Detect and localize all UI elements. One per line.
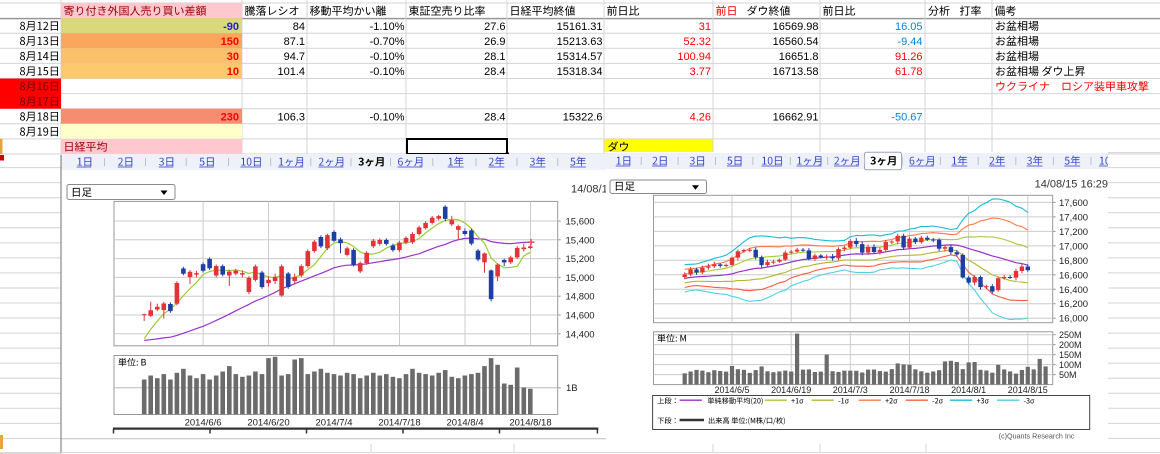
svg-text:16569.98: 16569.98 bbox=[773, 21, 819, 33]
svg-text:16,400: 16,400 bbox=[1059, 285, 1088, 296]
svg-text:16713.58: 16713.58 bbox=[773, 66, 819, 78]
svg-text:1B: 1B bbox=[566, 383, 578, 394]
svg-text:15318.34: 15318.34 bbox=[557, 66, 603, 78]
svg-text:150: 150 bbox=[221, 36, 239, 48]
svg-text:100M: 100M bbox=[1059, 360, 1082, 370]
svg-text:200M: 200M bbox=[1059, 340, 1082, 350]
svg-text:17,400: 17,400 bbox=[1059, 212, 1088, 223]
svg-text:250M: 250M bbox=[1059, 330, 1082, 340]
svg-text:15322.6: 15322.6 bbox=[563, 112, 603, 124]
svg-text:16560.54: 16560.54 bbox=[773, 36, 819, 48]
svg-text:15213.63: 15213.63 bbox=[557, 36, 603, 48]
svg-text:-9.44: -9.44 bbox=[897, 36, 922, 48]
svg-text:106.3: 106.3 bbox=[277, 112, 305, 124]
svg-text:14,800: 14,800 bbox=[566, 292, 595, 303]
svg-text:2014/8/4: 2014/8/4 bbox=[447, 418, 484, 429]
svg-text:16,600: 16,600 bbox=[1059, 270, 1088, 281]
svg-text:17,200: 17,200 bbox=[1059, 227, 1088, 238]
svg-text:2014/7/18: 2014/7/18 bbox=[889, 385, 929, 395]
svg-text:16662.91: 16662.91 bbox=[773, 112, 819, 124]
svg-text:150M: 150M bbox=[1059, 350, 1082, 360]
svg-text:(c)Quants Research Inc: (c)Quants Research Inc bbox=[999, 431, 1075, 440]
svg-text:10: 10 bbox=[227, 66, 239, 78]
svg-text:94.7: 94.7 bbox=[284, 51, 305, 63]
svg-text:14/08/15 16:29: 14/08/15 16:29 bbox=[1035, 179, 1108, 191]
svg-text:14,400: 14,400 bbox=[566, 329, 595, 340]
svg-text:28.4: 28.4 bbox=[484, 112, 505, 124]
svg-text:30: 30 bbox=[227, 51, 239, 63]
svg-text:17,600: 17,600 bbox=[1059, 198, 1088, 209]
svg-text:-50.67: -50.67 bbox=[891, 112, 922, 124]
svg-text:-0.70%: -0.70% bbox=[370, 36, 405, 48]
svg-text:-90: -90 bbox=[223, 21, 239, 33]
svg-text:2014/8/1: 2014/8/1 bbox=[951, 385, 986, 395]
svg-text:84: 84 bbox=[293, 21, 305, 33]
svg-text:100.94: 100.94 bbox=[677, 51, 711, 63]
svg-text:2014/7/3: 2014/7/3 bbox=[833, 385, 868, 395]
svg-text:16,800: 16,800 bbox=[1059, 256, 1088, 267]
svg-text:16,000: 16,000 bbox=[1059, 314, 1088, 325]
svg-text:15,000: 15,000 bbox=[566, 273, 595, 284]
svg-text:14,600: 14,600 bbox=[566, 311, 595, 322]
svg-text:2014/8/15: 2014/8/15 bbox=[1008, 385, 1048, 395]
svg-text:2014/8/18: 2014/8/18 bbox=[509, 418, 551, 429]
svg-text:31: 31 bbox=[699, 21, 711, 33]
svg-text:16.05: 16.05 bbox=[895, 21, 923, 33]
svg-text:2014/6/19: 2014/6/19 bbox=[771, 385, 811, 395]
svg-text:52.32: 52.32 bbox=[683, 36, 711, 48]
svg-text:27.6: 27.6 bbox=[484, 21, 505, 33]
svg-text:101.4: 101.4 bbox=[277, 66, 305, 78]
svg-text:87.1: 87.1 bbox=[284, 36, 305, 48]
svg-text:-1.10%: -1.10% bbox=[370, 21, 405, 33]
svg-text:61.78: 61.78 bbox=[895, 66, 923, 78]
svg-text:15,600: 15,600 bbox=[566, 217, 595, 228]
svg-text:2014/6/6: 2014/6/6 bbox=[185, 418, 222, 429]
svg-text:50M: 50M bbox=[1059, 370, 1077, 380]
svg-text:15,200: 15,200 bbox=[566, 254, 595, 265]
svg-text:16651.8: 16651.8 bbox=[779, 51, 819, 63]
svg-text:2014/6/20: 2014/6/20 bbox=[247, 418, 289, 429]
svg-text:17,000: 17,000 bbox=[1059, 241, 1088, 252]
svg-text:230: 230 bbox=[221, 112, 239, 124]
svg-text:15,400: 15,400 bbox=[566, 235, 595, 246]
svg-text:2014/6/5: 2014/6/5 bbox=[714, 385, 749, 395]
svg-text:4.26: 4.26 bbox=[690, 112, 711, 124]
svg-text:-0.10%: -0.10% bbox=[370, 51, 405, 63]
svg-text:26.9: 26.9 bbox=[484, 36, 505, 48]
svg-text:28.1: 28.1 bbox=[484, 51, 505, 63]
svg-text:91.26: 91.26 bbox=[895, 51, 923, 63]
svg-text:28.4: 28.4 bbox=[484, 66, 505, 78]
svg-text:3.77: 3.77 bbox=[690, 66, 711, 78]
svg-text:16,200: 16,200 bbox=[1059, 299, 1088, 310]
svg-text:-0.10%: -0.10% bbox=[370, 112, 405, 124]
svg-text:-0.10%: -0.10% bbox=[370, 66, 405, 78]
svg-text:15161.31: 15161.31 bbox=[557, 21, 603, 33]
svg-text:2014/7/4: 2014/7/4 bbox=[316, 418, 353, 429]
svg-text:2014/7/18: 2014/7/18 bbox=[378, 418, 420, 429]
svg-text:15314.57: 15314.57 bbox=[557, 51, 603, 63]
